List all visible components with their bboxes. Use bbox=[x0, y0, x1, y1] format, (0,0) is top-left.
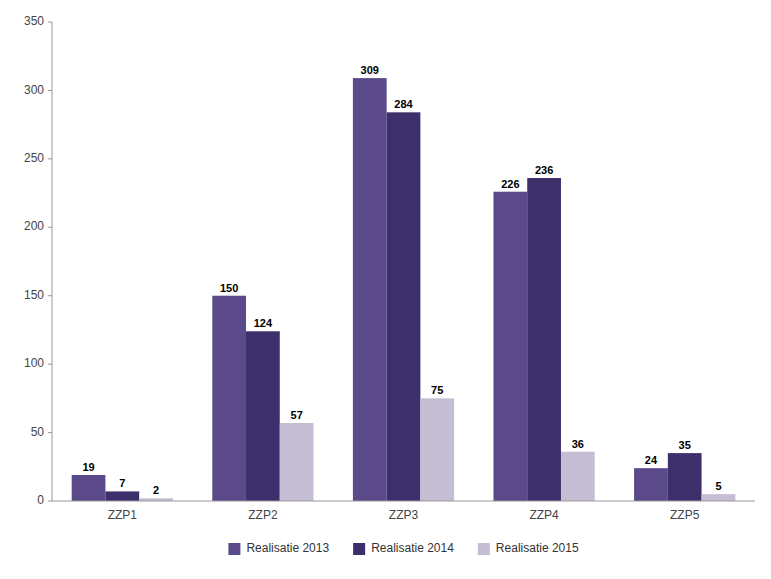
data-label: 236 bbox=[535, 164, 553, 176]
legend-swatch bbox=[353, 543, 365, 555]
y-tick bbox=[48, 90, 52, 91]
data-label: 19 bbox=[82, 461, 94, 473]
legend-label: Realisatie 2014 bbox=[371, 541, 454, 555]
bar bbox=[72, 475, 106, 501]
y-tick-label: 350 bbox=[24, 14, 44, 28]
data-label: 284 bbox=[394, 98, 413, 110]
x-tick-label: ZZP2 bbox=[248, 508, 278, 522]
data-labels: 19 150 309 226 24 7 124 284 236 35 2 57 75 36 5 bbox=[82, 64, 721, 496]
bar bbox=[527, 178, 561, 501]
axes bbox=[52, 22, 755, 501]
bar bbox=[668, 453, 702, 501]
y-axis: 0 50 100 150 200 250 300 350 bbox=[24, 14, 52, 507]
legend-swatch bbox=[478, 543, 490, 555]
data-label: 5 bbox=[715, 480, 721, 492]
y-tick bbox=[48, 364, 52, 365]
legend-item: Realisatie 2015 bbox=[478, 541, 579, 555]
bar bbox=[353, 78, 387, 501]
bar bbox=[212, 296, 246, 501]
chart-svg: 050100150200250300350ZZP1ZZP2ZZP3ZZP4ZZP… bbox=[0, 0, 771, 579]
data-label: 309 bbox=[361, 64, 379, 76]
legend: Realisatie 2013 Realisatie 2014 Realisatie… bbox=[228, 541, 579, 555]
y-tick-label: 200 bbox=[24, 219, 44, 233]
x-tick-label: ZZP5 bbox=[670, 508, 700, 522]
data-label: 35 bbox=[679, 439, 691, 451]
y-tick-label: 250 bbox=[24, 151, 44, 165]
y-tick bbox=[48, 227, 52, 228]
y-tick bbox=[48, 501, 52, 502]
legend-swatch bbox=[228, 543, 240, 555]
bar bbox=[634, 468, 668, 501]
data-label: 57 bbox=[291, 409, 303, 421]
data-label: 2 bbox=[153, 484, 159, 496]
y-tick-label: 300 bbox=[24, 83, 44, 97]
x-tick-label: ZZP3 bbox=[389, 508, 419, 522]
bar bbox=[387, 112, 421, 501]
data-label: 75 bbox=[431, 384, 443, 396]
y-tick-label: 150 bbox=[24, 288, 44, 302]
chart-container: 050100150200250300350ZZP1ZZP2ZZP3ZZP4ZZP… bbox=[0, 0, 771, 579]
bars bbox=[72, 78, 736, 501]
x-tick-label: ZZP4 bbox=[529, 508, 559, 522]
y-tick bbox=[48, 432, 52, 433]
data-label: 7 bbox=[119, 477, 125, 489]
legend-item: Realisatie 2014 bbox=[353, 541, 454, 555]
y-tick-label: 0 bbox=[37, 493, 44, 507]
data-label: 124 bbox=[254, 317, 273, 329]
legend-label: Realisatie 2013 bbox=[246, 541, 329, 555]
y-axis-line bbox=[52, 22, 53, 501]
data-label: 226 bbox=[501, 178, 519, 190]
y-tick bbox=[48, 158, 52, 159]
y-tick bbox=[48, 295, 52, 296]
bar bbox=[280, 423, 314, 501]
y-tick bbox=[48, 22, 52, 23]
data-label: 36 bbox=[572, 438, 584, 450]
legend-label: Realisatie 2015 bbox=[496, 541, 579, 555]
x-axis: ZZP1 ZZP2 ZZP3 ZZP4 ZZP5 bbox=[108, 508, 700, 522]
data-label: 24 bbox=[645, 454, 658, 466]
bar bbox=[246, 331, 280, 501]
bar bbox=[493, 192, 527, 501]
bar bbox=[561, 452, 595, 501]
bar bbox=[105, 491, 139, 501]
bar bbox=[420, 398, 454, 501]
y-tick-label: 100 bbox=[24, 356, 44, 370]
data-label: 150 bbox=[220, 282, 238, 294]
x-tick-label: ZZP1 bbox=[108, 508, 138, 522]
bar bbox=[702, 494, 736, 501]
y-tick-label: 50 bbox=[31, 425, 45, 439]
legend-item: Realisatie 2013 bbox=[228, 541, 329, 555]
x-axis-line bbox=[52, 501, 755, 502]
